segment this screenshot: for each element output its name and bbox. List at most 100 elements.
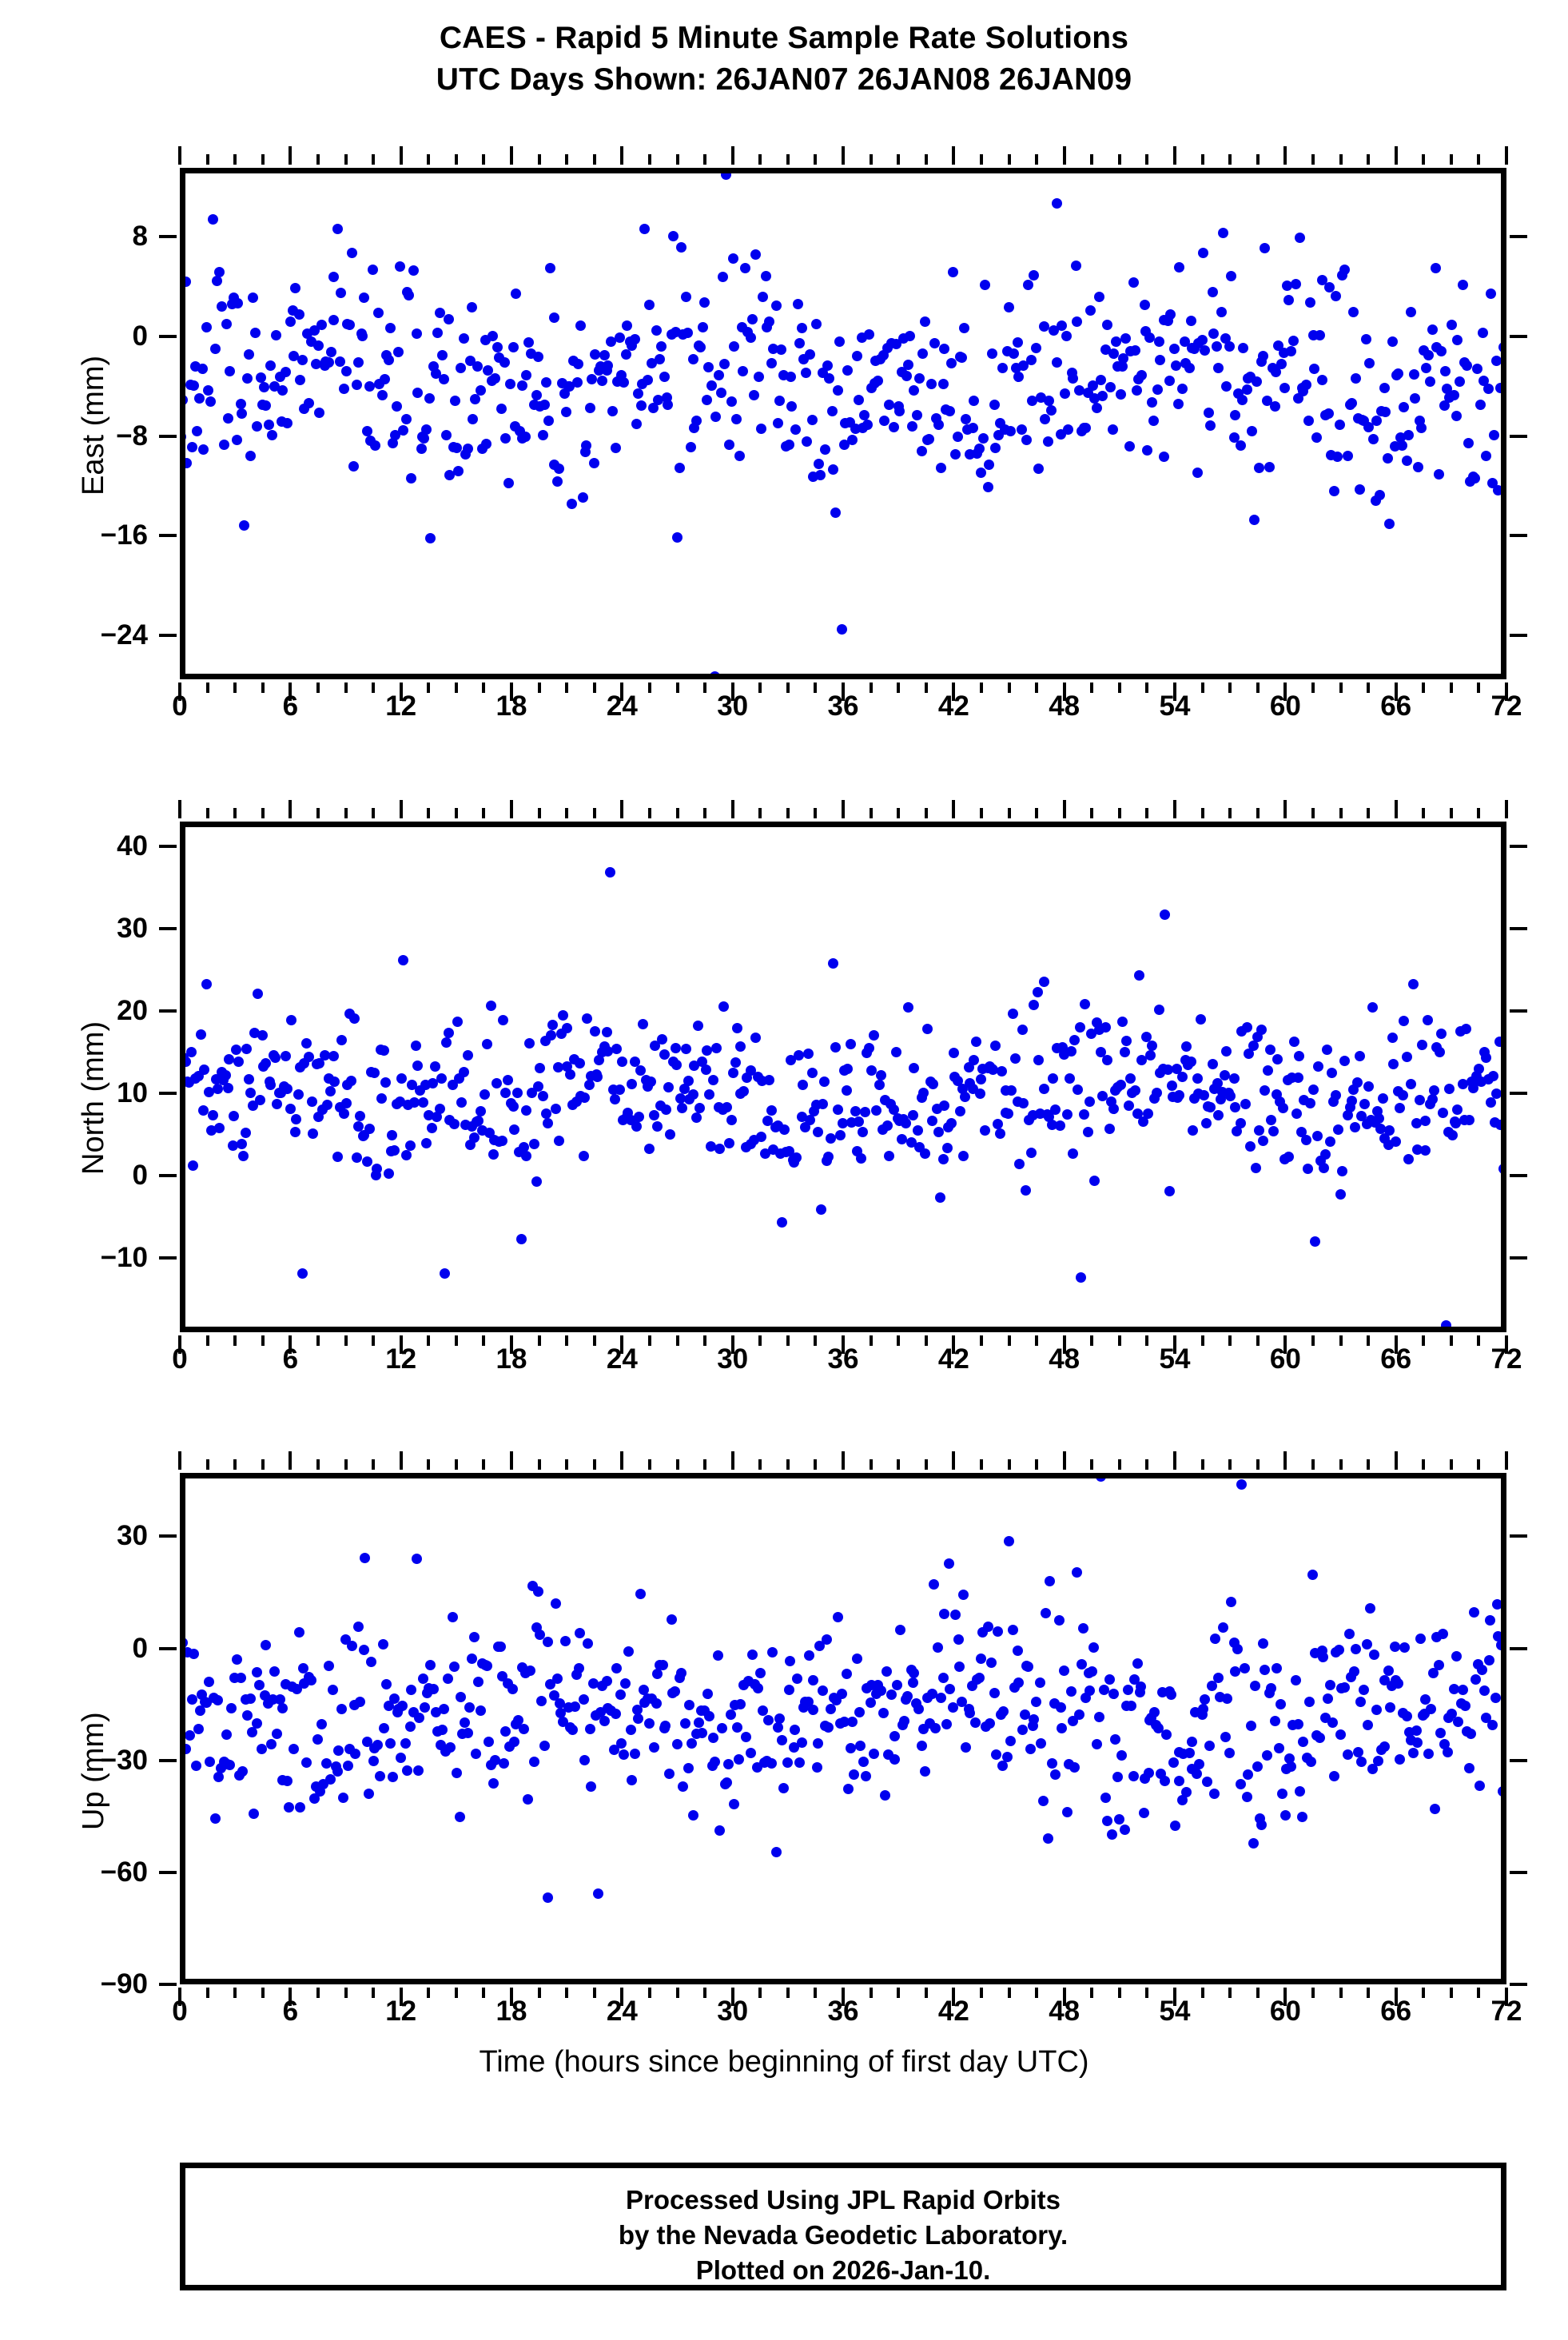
data-point [364, 1124, 375, 1135]
data-point [862, 420, 874, 431]
data-point [1402, 456, 1413, 467]
axes-frame-east [180, 168, 1506, 679]
data-point [233, 1056, 245, 1067]
data-point [1088, 380, 1099, 392]
x-tick-label: 12 [385, 1996, 417, 2027]
data-point [476, 1105, 487, 1116]
data-point [449, 1119, 460, 1130]
data-point [1168, 344, 1180, 355]
data-point [652, 1121, 663, 1132]
data-point [231, 1044, 241, 1055]
y-tick-label: 0 [132, 1160, 148, 1192]
x-tick-major-top [1062, 1451, 1066, 1470]
x-tick-minor-top [647, 1459, 651, 1470]
data-point [277, 385, 289, 396]
data-point [947, 267, 958, 278]
data-point [531, 389, 543, 400]
data-point [1164, 375, 1175, 386]
data-point [718, 272, 729, 283]
data-point [935, 463, 946, 474]
x-tick-minor-top [979, 1459, 983, 1470]
data-point [901, 370, 912, 381]
data-point [523, 336, 535, 348]
x-tick-minor-top [1339, 1459, 1343, 1470]
x-tick-minor-top [924, 154, 928, 165]
data-point [1367, 434, 1379, 445]
x-tick-minor-top [1228, 154, 1232, 165]
data-point [543, 1118, 554, 1128]
data-point [520, 1104, 531, 1116]
data-point [644, 299, 655, 310]
x-tick-label: 66 [1380, 1996, 1412, 2027]
data-point [937, 379, 949, 389]
data-point [380, 1076, 391, 1088]
data-point [1361, 334, 1372, 344]
x-tick-minor-top [1256, 1459, 1260, 1470]
data-point [316, 320, 328, 331]
data-point [370, 440, 381, 452]
data-point [224, 1053, 235, 1065]
data-point [411, 328, 422, 339]
x-tick-minor-top [565, 154, 569, 165]
data-point [267, 429, 278, 440]
data-point [824, 373, 834, 384]
x-tick-minor-top [565, 1459, 569, 1470]
data-point [1486, 289, 1497, 300]
x-tick-label: 30 [717, 1343, 749, 1375]
x-tick-minor-top [1422, 808, 1426, 818]
data-point [567, 498, 578, 509]
data-point [1434, 468, 1445, 480]
x-tick-minor-top [372, 154, 376, 165]
x-tick-minor-top [1339, 154, 1343, 165]
data-point [1016, 424, 1027, 435]
x-tick-minor-top [592, 808, 596, 818]
data-point [341, 365, 352, 376]
x-tick-major-top [1173, 1451, 1176, 1470]
data-point [235, 399, 246, 409]
data-point [222, 1083, 233, 1094]
data-point [766, 357, 777, 368]
x-tick-minor-top [372, 808, 376, 818]
data-point [687, 354, 698, 365]
data-point [1025, 354, 1037, 365]
x-tick-minor-top [344, 1459, 348, 1470]
x-tick-minor-top [482, 808, 486, 818]
data-point [249, 327, 261, 338]
data-point [770, 300, 782, 311]
y-tick-major-right [1510, 926, 1527, 930]
data-point [933, 419, 944, 430]
data-point [201, 321, 212, 332]
data-point [589, 1025, 600, 1037]
data-point [757, 291, 768, 302]
data-point [290, 283, 301, 294]
data-point [984, 459, 995, 470]
data-point [252, 421, 262, 432]
data-point [480, 438, 491, 449]
y-tick-label: −90 [100, 1968, 148, 2000]
data-point [1439, 400, 1450, 411]
y-tick-major [159, 1758, 177, 1762]
x-tick-minor-top [758, 808, 762, 818]
x-tick-major-top [1283, 146, 1287, 165]
data-point [703, 362, 714, 373]
data-point [245, 451, 256, 462]
data-point [404, 1140, 416, 1152]
y-tick-major [159, 1870, 177, 1874]
x-tick-label: 36 [827, 690, 859, 722]
x-tick-label: 6 [282, 1996, 299, 2027]
y-tick-label: 0 [132, 320, 148, 352]
x-tick-minor-top [427, 154, 431, 165]
data-point [946, 357, 957, 368]
data-point [579, 1150, 589, 1161]
data-point [670, 1042, 681, 1053]
data-point [247, 292, 258, 304]
data-point [307, 1128, 318, 1139]
data-point [1128, 277, 1139, 289]
data-point [792, 299, 803, 310]
x-tick-major-top [730, 1451, 734, 1470]
data-point [1291, 279, 1302, 289]
x-tick-label: 18 [495, 1996, 527, 2027]
data-point [439, 1268, 450, 1279]
data-point [1348, 307, 1359, 318]
data-point [505, 378, 516, 389]
